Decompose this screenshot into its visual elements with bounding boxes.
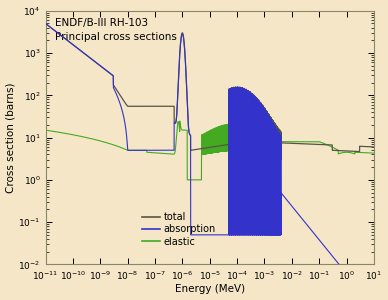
Text: ENDF/B-III RH-103
Principal cross sections: ENDF/B-III RH-103 Principal cross sectio… (55, 18, 177, 42)
Y-axis label: Cross section (barns): Cross section (barns) (5, 82, 16, 193)
X-axis label: Energy (MeV): Energy (MeV) (175, 284, 245, 294)
Legend: total, absorption, elastic: total, absorption, elastic (142, 212, 216, 247)
